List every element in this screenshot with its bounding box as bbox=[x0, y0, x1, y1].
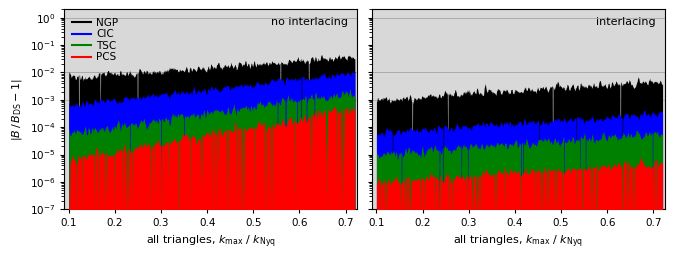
Text: no interlacing: no interlacing bbox=[271, 18, 348, 28]
Text: interlacing: interlacing bbox=[597, 18, 656, 28]
Y-axis label: $|B\,/\,B_{\mathrm{DS}} - 1|$: $|B\,/\,B_{\mathrm{DS}} - 1|$ bbox=[10, 78, 24, 141]
X-axis label: all triangles, $k_{\mathrm{max}}$ / $k_{\mathrm{Nyq}}$: all triangles, $k_{\mathrm{max}}$ / $k_{… bbox=[146, 234, 275, 250]
X-axis label: all triangles, $k_{\mathrm{max}}$ / $k_{\mathrm{Nyq}}$: all triangles, $k_{\mathrm{max}}$ / $k_{… bbox=[454, 234, 583, 250]
Legend: NGP, CIC, TSC, PCS: NGP, CIC, TSC, PCS bbox=[70, 15, 122, 66]
